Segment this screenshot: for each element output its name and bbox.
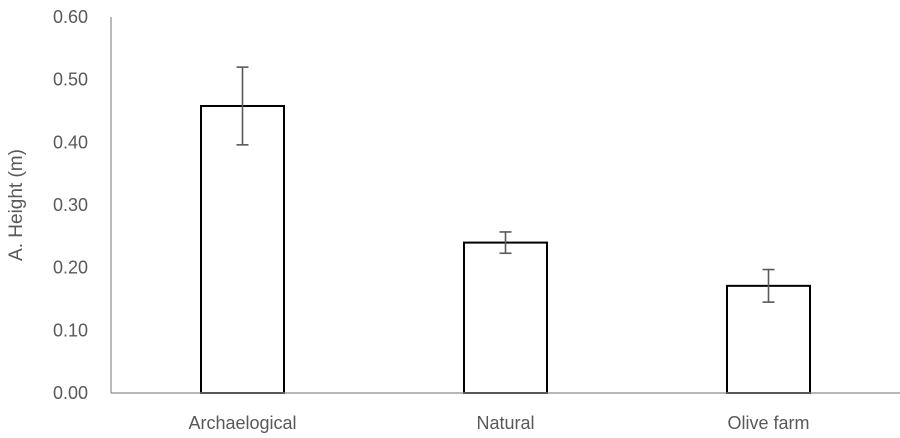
x-tick-label: Natural (476, 413, 534, 433)
error-bar (499, 231, 512, 255)
bar-natural (463, 241, 548, 394)
error-bar (762, 268, 775, 303)
error-bars-group (236, 66, 775, 303)
x-tick-label: Olive farm (727, 413, 809, 433)
y-tick-label: 0.20 (53, 258, 88, 278)
x-axis-ticks: Archaelogical Natural Olive farm (188, 413, 809, 433)
y-tick-label: 0.40 (53, 132, 88, 152)
y-tick-label: 0.30 (53, 195, 88, 215)
error-bar (236, 66, 249, 146)
y-tick-label: 0.10 (53, 320, 88, 340)
y-tick-label: 0.50 (53, 70, 88, 90)
y-tick-label: 0.00 (53, 383, 88, 403)
x-tick-label: Archaelogical (188, 413, 296, 433)
y-axis-ticks: 0.00 0.10 0.20 0.30 0.40 0.50 0.60 (53, 7, 88, 403)
y-tick-label: 0.60 (53, 7, 88, 27)
bar-archaelogical (200, 104, 285, 394)
y-axis-title: A. Height (m) (6, 149, 27, 261)
